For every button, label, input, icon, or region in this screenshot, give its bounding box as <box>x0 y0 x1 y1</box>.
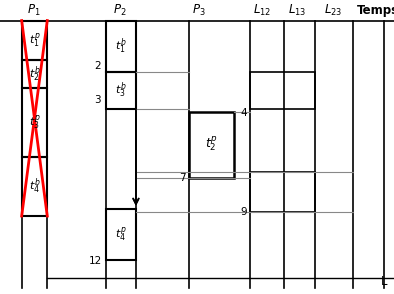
Bar <box>22 21 47 60</box>
Bar <box>22 88 47 157</box>
Text: $t_4^p$: $t_4^p$ <box>115 225 127 243</box>
Bar <box>106 21 136 72</box>
Text: $P_1$: $P_1$ <box>27 3 40 18</box>
Text: $P_2$: $P_2$ <box>113 3 127 18</box>
Bar <box>189 112 234 178</box>
Bar <box>106 72 136 109</box>
Text: $t_2^b$: $t_2^b$ <box>29 64 40 84</box>
Text: $t_1^p$: $t_1^p$ <box>29 31 40 49</box>
Text: $P_3$: $P_3$ <box>192 3 206 18</box>
Text: 3: 3 <box>94 95 100 105</box>
Text: $L_{23}$: $L_{23}$ <box>324 3 342 18</box>
Text: 7: 7 <box>179 173 186 183</box>
Text: $L_{13}$: $L_{13}$ <box>288 3 307 18</box>
Text: $t_3^p$: $t_3^p$ <box>29 114 40 132</box>
Text: 4: 4 <box>241 108 247 118</box>
Bar <box>250 72 315 109</box>
Bar <box>106 209 136 260</box>
Text: $t_2^p$: $t_2^p$ <box>205 135 218 154</box>
Bar <box>22 60 47 88</box>
Text: $L_{12}$: $L_{12}$ <box>253 3 271 18</box>
Bar <box>250 172 315 212</box>
Text: $t_3^b$: $t_3^b$ <box>115 81 127 100</box>
Text: 9: 9 <box>241 207 247 217</box>
Text: 12: 12 <box>89 256 102 266</box>
Text: L: L <box>381 275 387 288</box>
Text: Temps: Temps <box>357 4 394 17</box>
Bar <box>22 157 47 216</box>
Text: $t_4^b$: $t_4^b$ <box>29 177 40 196</box>
Text: 2: 2 <box>94 61 100 71</box>
Text: $t_1^b$: $t_1^b$ <box>115 36 127 56</box>
